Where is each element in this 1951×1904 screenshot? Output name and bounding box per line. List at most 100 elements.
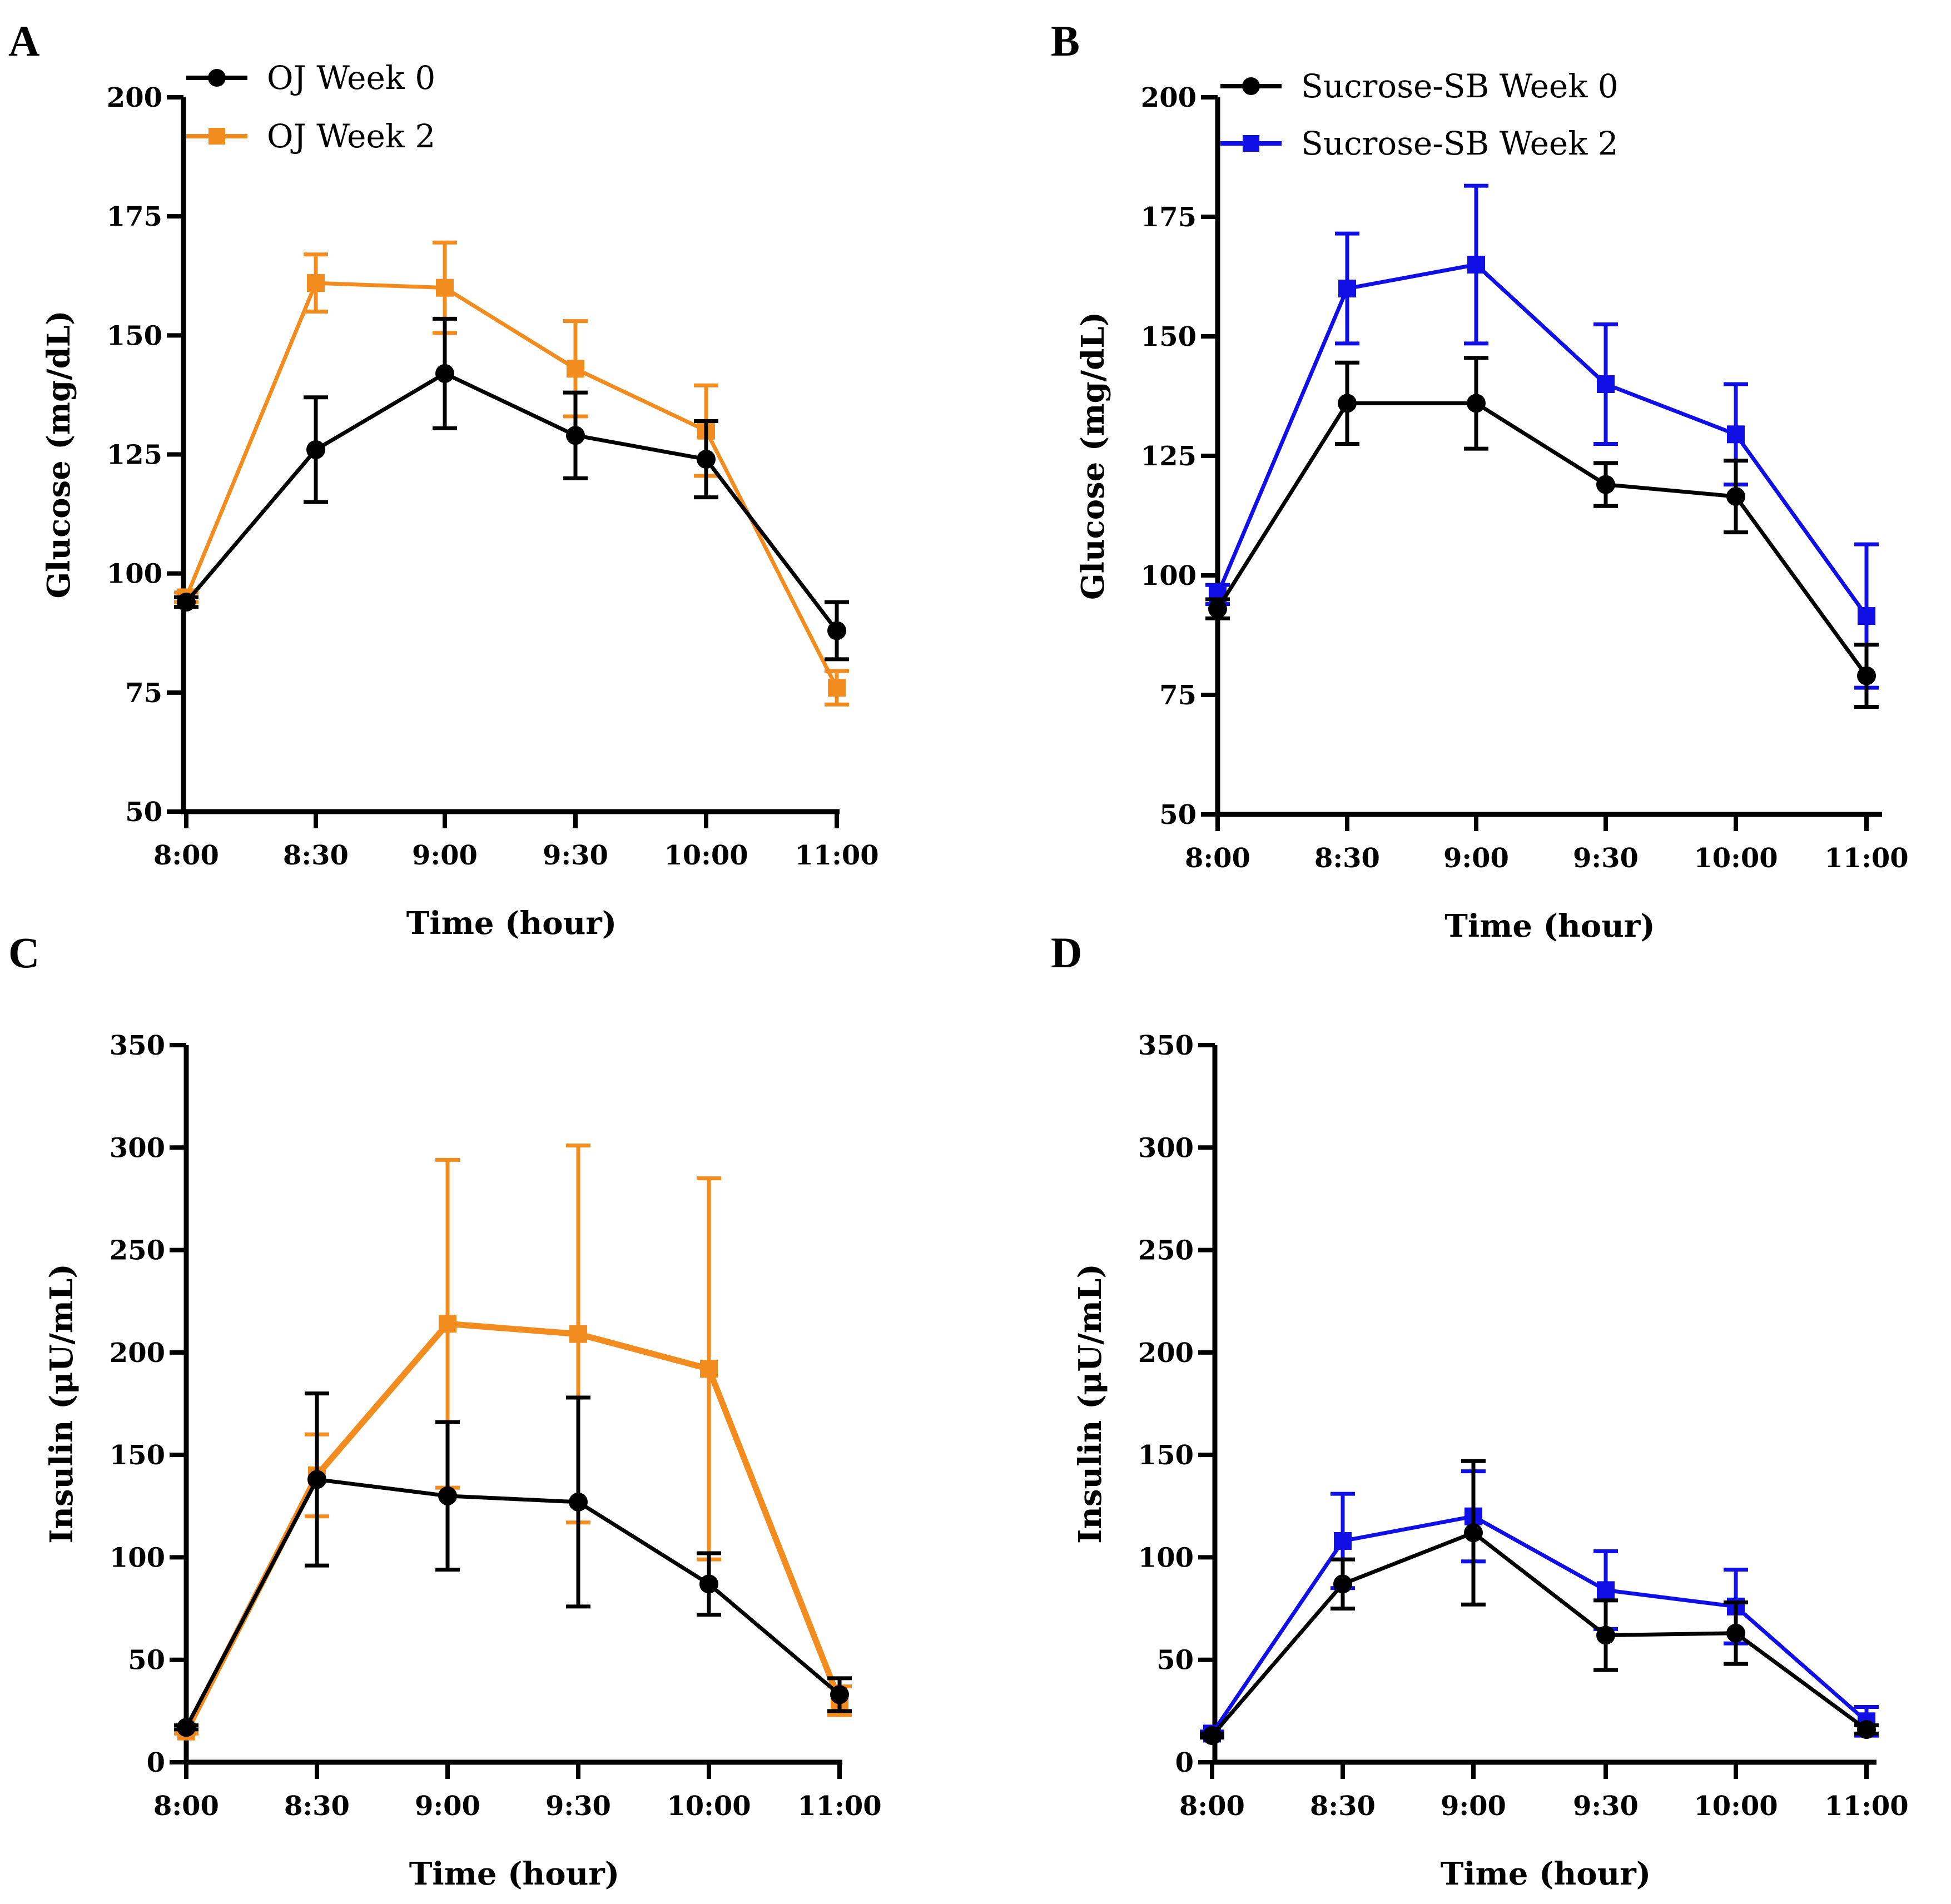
x-axis-title-d: Time (hour) (1441, 1856, 1651, 1892)
data-point-b-sucrose-sb-week-2-3 (1597, 375, 1615, 393)
data-point-c-oj-week-2-4 (700, 1360, 718, 1378)
y-tick-label-d-200: 200 (1138, 1338, 1194, 1369)
y-tick-label-c-200: 200 (110, 1338, 165, 1369)
y-tick-label-a-200: 200 (107, 82, 162, 113)
data-point-b-sucrose-sb-week-2-4 (1727, 425, 1745, 444)
data-point-b-sucrose-sb-week-2-1 (1338, 280, 1356, 297)
x-tick-label-d-2: 9:00 (1441, 1791, 1506, 1822)
data-point-a-oj-week-0-3 (566, 426, 585, 445)
series-line-c-oj-week-0 (184, 1477, 841, 1728)
x-tick-label-d-4: 10:00 (1694, 1791, 1778, 1822)
y-tick-label-a-50: 50 (125, 797, 162, 828)
series-line-d-sucrose-sb-week-2 (1210, 1514, 1868, 1735)
data-point-b-sucrose-sb-week-0-2 (1467, 394, 1486, 413)
y-tick-label-c-300: 300 (110, 1132, 165, 1164)
legend-label-b-sucrose-sb-week-0: Sucrose-SB Week 0 (1301, 67, 1619, 105)
x-tick-label-b-1: 8:30 (1314, 843, 1380, 874)
data-point-b-sucrose-sb-week-0-0 (1208, 599, 1227, 619)
y-tick-label-a-125: 125 (107, 440, 162, 471)
data-point-a-oj-week-0-0 (177, 593, 196, 612)
y-tick-label-a-150: 150 (107, 320, 162, 351)
data-point-a-oj-week-2-3 (567, 360, 584, 378)
data-point-d-sucrose-sb-week-0-2 (1464, 1523, 1483, 1543)
data-point-c-oj-week-0-2 (438, 1486, 457, 1505)
y-axis-title-c: Insulin (μU/mL) (43, 1264, 80, 1544)
y-tick-label-c-0: 0 (147, 1747, 165, 1778)
y-tick-label-b-125: 125 (1141, 441, 1197, 472)
x-axis-title-a: Time (hour) (406, 905, 617, 942)
data-point-a-oj-week-0-1 (306, 440, 325, 459)
y-tick-label-d-50: 50 (1156, 1645, 1194, 1676)
x-tick-label-b-4: 10:00 (1694, 843, 1778, 874)
data-point-d-sucrose-sb-week-0-1 (1333, 1574, 1352, 1594)
data-point-c-oj-week-0-3 (569, 1492, 588, 1512)
data-point-d-sucrose-sb-week-2-3 (1597, 1581, 1615, 1599)
y-tick-label-c-150: 150 (110, 1440, 165, 1471)
series-line-a-oj-week-0 (185, 371, 838, 632)
x-tick-label-d-0: 8:00 (1179, 1791, 1245, 1822)
legend-label-a-oj-week-0: OJ Week 0 (267, 59, 435, 97)
data-point-a-oj-week-0-2 (435, 364, 454, 383)
y-tick-label-d-250: 250 (1138, 1235, 1194, 1266)
y-tick-label-a-75: 75 (125, 678, 162, 709)
x-tick-label-d-1: 8:30 (1310, 1791, 1376, 1822)
legend-marker-a-oj-week-2 (208, 128, 225, 145)
data-point-d-sucrose-sb-week-0-5 (1857, 1720, 1876, 1739)
data-point-a-oj-week-2-5 (828, 679, 846, 697)
x-tick-label-a-3: 9:30 (543, 840, 608, 871)
data-point-b-sucrose-sb-week-0-5 (1857, 666, 1876, 685)
data-point-c-oj-week-0-4 (699, 1574, 718, 1594)
x-tick-label-d-5: 11:00 (1824, 1791, 1908, 1822)
data-point-a-oj-week-0-5 (827, 621, 846, 640)
y-tick-label-b-100: 100 (1141, 560, 1197, 591)
panel-c-insulin-oj: C 0 50 100 150 200 250 300 350 8:00 8:30 9:00 9:30 10… (8, 928, 882, 1892)
x-tick-label-a-0: 8:00 (153, 840, 219, 871)
y-tick-label-b-50: 50 (1159, 799, 1197, 831)
legend-marker-b-sucrose-sb-week-2 (1243, 135, 1259, 152)
panel-d-insulin-sucrose-sb: D 0 50 100 150 200 250 300 350 8:00 8:30 9:00 9:30 10… (1051, 928, 1909, 1892)
data-point-a-oj-week-0-4 (697, 450, 716, 469)
panel-letter-b: B (1051, 17, 1080, 65)
data-point-a-oj-week-2-1 (307, 274, 325, 292)
y-tick-label-c-250: 250 (110, 1235, 165, 1266)
y-axis-title-d: Insulin (μU/mL) (1072, 1264, 1109, 1544)
legend-label-a-oj-week-2: OJ Week 2 (267, 117, 435, 155)
panel-b-glucose-sucrose-sb: B 50 75 100 125 150 175 200 8:00 8:30 9:00 9:30 10:0… (1051, 17, 1909, 944)
x-tick-label-c-0: 8:00 (153, 1791, 219, 1822)
series-line-c-oj-week-2 (183, 1320, 843, 1733)
x-tick-label-c-5: 11:00 (797, 1791, 881, 1822)
y-tick-label-a-175: 175 (107, 201, 162, 232)
x-axis-title-b: Time (hour) (1444, 908, 1655, 944)
y-tick-label-b-200: 200 (1141, 82, 1197, 113)
data-point-d-sucrose-sb-week-0-3 (1596, 1625, 1615, 1645)
y-tick-label-d-100: 100 (1138, 1542, 1194, 1573)
y-tick-label-d-300: 300 (1138, 1132, 1194, 1164)
y-tick-label-c-350: 350 (110, 1030, 165, 1061)
series-line-a-oj-week-2 (184, 281, 839, 689)
data-point-b-sucrose-sb-week-0-4 (1726, 487, 1745, 506)
x-tick-label-d-3: 9:30 (1573, 1791, 1639, 1822)
data-point-b-sucrose-sb-week-0-1 (1338, 394, 1357, 413)
data-point-b-sucrose-sb-week-2-5 (1858, 607, 1875, 625)
y-tick-label-a-100: 100 (107, 559, 162, 590)
x-axis-title-c: Time (hour) (409, 1856, 620, 1892)
panel-letter-d: D (1051, 928, 1082, 977)
series-line-b-sucrose-sb-week-0 (1216, 401, 1868, 677)
y-tick-label-c-50: 50 (128, 1645, 165, 1676)
x-tick-label-a-2: 9:00 (412, 840, 478, 871)
x-tick-label-c-3: 9:30 (545, 1791, 611, 1822)
data-point-d-sucrose-sb-week-0-0 (1203, 1726, 1222, 1746)
y-tick-label-d-0: 0 (1175, 1747, 1194, 1778)
x-tick-label-b-0: 8:00 (1185, 843, 1250, 874)
data-point-c-oj-week-2-2 (439, 1315, 456, 1333)
x-tick-label-c-2: 9:00 (415, 1791, 480, 1822)
series-line-d-sucrose-sb-week-0 (1210, 1530, 1868, 1737)
y-tick-label-b-75: 75 (1159, 680, 1197, 711)
y-tick-label-c-100: 100 (110, 1542, 165, 1573)
x-tick-label-c-1: 8:30 (284, 1791, 350, 1822)
data-point-d-sucrose-sb-week-2-1 (1334, 1532, 1352, 1550)
legend-marker-b-sucrose-sb-week-0 (1242, 77, 1260, 95)
y-tick-label-d-150: 150 (1138, 1440, 1194, 1471)
panel-letter-a: A (8, 17, 39, 65)
